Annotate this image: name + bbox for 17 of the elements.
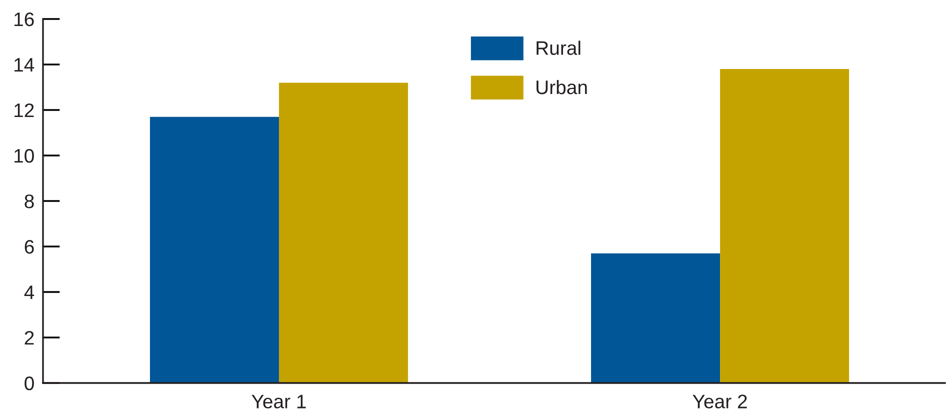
bar <box>720 69 850 383</box>
y-tick-label: 0 <box>24 376 34 390</box>
y-tick-label: 2 <box>24 330 34 345</box>
y-tick-label: 8 <box>24 194 34 208</box>
y-tick-label: 14 <box>14 58 34 72</box>
bar <box>278 82 408 383</box>
y-tick-label: 10 <box>14 148 34 163</box>
y-tick-label: 12 <box>14 103 34 118</box>
y-tick-label: 16 <box>14 12 34 26</box>
legend-label: Urban <box>536 80 587 94</box>
y-tick-label: 6 <box>24 240 34 254</box>
bar <box>591 253 720 383</box>
x-tick-label: Year 2 <box>692 394 747 408</box>
legend-label: Rural <box>536 40 580 55</box>
x-tick-label: Year 1 <box>252 394 306 408</box>
y-tick-label: 4 <box>24 286 34 300</box>
bar <box>150 116 279 383</box>
